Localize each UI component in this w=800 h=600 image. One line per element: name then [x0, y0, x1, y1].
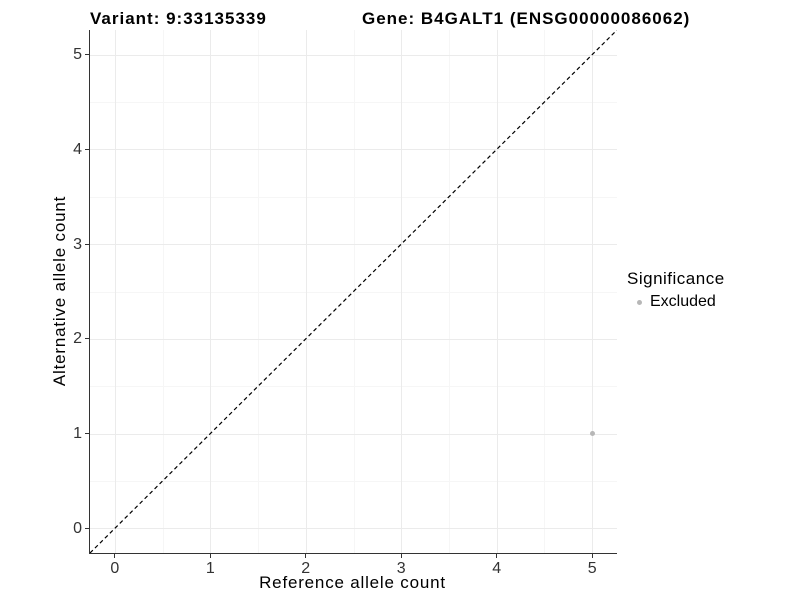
gridline-major-vertical: [592, 30, 594, 553]
y-axis-tick: [85, 433, 89, 435]
gridline-minor-horizontal: [90, 196, 617, 198]
y-axis-title: Alternative allele count: [50, 195, 69, 387]
x-axis-tick: [591, 554, 593, 558]
x-tick-label: 4: [492, 560, 502, 577]
identity-reference-line: [90, 30, 617, 553]
gridline-major-vertical: [210, 30, 212, 553]
gridline-major-vertical: [305, 30, 307, 553]
gridline-major-vertical: [114, 30, 116, 553]
x-tick-label: 0: [110, 560, 120, 577]
y-axis-tick: [85, 527, 89, 529]
legend-title: Significance: [627, 269, 725, 288]
gridline-minor-horizontal: [90, 386, 617, 388]
gridline-major-horizontal: [90, 528, 617, 530]
y-tick-label: 5: [73, 46, 82, 64]
y-axis-tick: [85, 243, 89, 245]
plot-panel: [89, 30, 617, 554]
gridline-major-vertical: [401, 30, 403, 553]
legend-entries: Excluded: [627, 293, 725, 311]
gridline-major-horizontal: [90, 338, 617, 340]
x-tick-label: 5: [587, 560, 597, 577]
gridline-major-horizontal: [90, 54, 617, 56]
x-axis-tick: [305, 554, 307, 558]
y-axis-tick: [85, 54, 89, 56]
y-axis-tick: [85, 338, 89, 340]
gridline-minor-horizontal: [90, 102, 617, 103]
x-tick-label: 1: [205, 560, 215, 577]
y-axis-tick: [85, 148, 89, 150]
plot-title-gene: Gene: B4GALT1 (ENSG00000086062): [362, 9, 691, 28]
legend: Significance Excluded: [627, 268, 725, 311]
plot-title-variant: Variant: 9:33135339: [90, 9, 267, 28]
x-tick-label: 2: [301, 560, 311, 577]
gridline-minor-horizontal: [90, 480, 617, 482]
gridline-major-horizontal: [90, 244, 617, 246]
y-tick-label: 0: [73, 519, 82, 537]
y-tick-label: 4: [73, 140, 82, 158]
gridline-minor-horizontal: [90, 291, 617, 293]
x-axis-tick: [114, 554, 116, 558]
gridline-major-horizontal: [90, 433, 617, 435]
x-axis-tick: [209, 554, 211, 558]
x-axis-tick: [496, 554, 498, 558]
x-axis-tick: [400, 554, 402, 558]
x-axis-title: Reference allele count: [259, 573, 446, 592]
legend-item-label: Excluded: [650, 293, 716, 310]
y-tick-label: 1: [73, 425, 82, 443]
y-tick-label: 3: [73, 235, 82, 253]
y-tick-label: 2: [73, 330, 82, 348]
legend-item: Excluded: [627, 293, 725, 311]
gridline-major-horizontal: [90, 149, 617, 151]
legend-key-dot: [637, 299, 642, 305]
gridline-major-vertical: [496, 30, 498, 553]
data-point: [589, 431, 595, 437]
x-tick-label: 3: [396, 560, 406, 577]
